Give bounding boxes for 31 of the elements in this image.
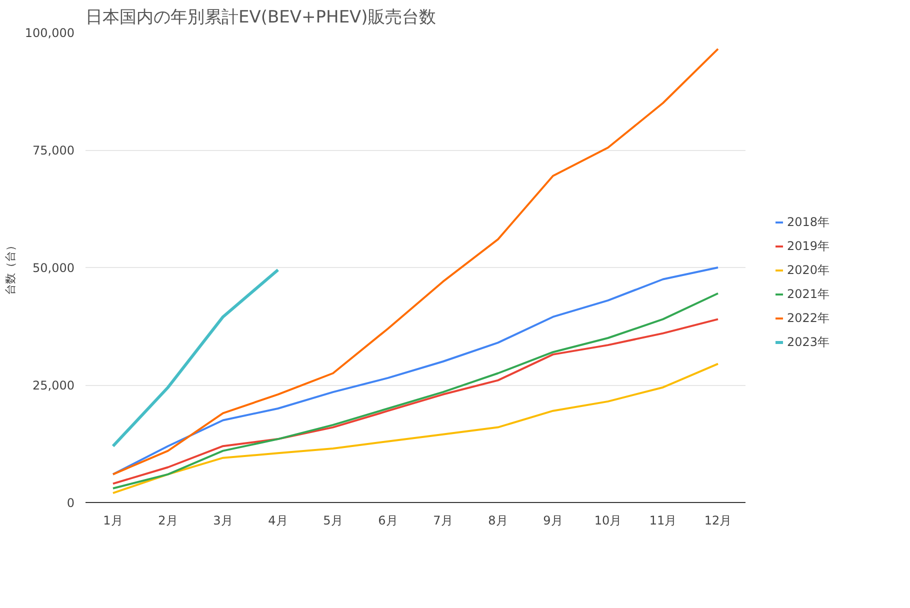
legend-label: 2022年	[787, 310, 830, 326]
legend-label: 2019年	[787, 238, 830, 254]
y-axis-title: 台数（台）	[4, 240, 17, 295]
y-tick-label: 25,000	[32, 378, 75, 392]
legend-label: 2020年	[787, 262, 830, 278]
line-series	[112, 266, 719, 476]
x-tick-label: 5月	[323, 514, 343, 528]
legend-label: 2021年	[787, 286, 830, 302]
x-tick-label: 6月	[378, 514, 398, 528]
line-series	[112, 318, 719, 485]
x-tick-label: 11月	[649, 514, 677, 528]
chart-title: 日本国内の年別累計EV(BEV+PHEV)販売台数	[86, 8, 436, 28]
x-tick-label: 8月	[488, 514, 508, 528]
x-tick-label: 7月	[433, 514, 453, 528]
x-tick-label: 3月	[213, 514, 233, 528]
line-series	[112, 268, 280, 448]
y-tick-label: 100,000	[24, 26, 74, 40]
line-series	[112, 292, 719, 490]
x-tick-label: 12月	[704, 514, 732, 528]
y-tick-label: 0	[66, 496, 75, 510]
x-tick-label: 1月	[103, 514, 123, 528]
line-series	[112, 362, 719, 494]
y-tick-label: 75,000	[32, 144, 75, 158]
x-tick-label: 10月	[594, 514, 622, 528]
y-tick-label: 50,000	[32, 261, 75, 275]
x-tick-label: 4月	[268, 514, 288, 528]
x-tick-label: 9月	[543, 514, 563, 528]
line-series	[112, 48, 719, 476]
x-tick-label: 2月	[158, 514, 178, 528]
legend-label: 2023年	[787, 334, 830, 350]
legend-label: 2018年	[787, 214, 830, 230]
